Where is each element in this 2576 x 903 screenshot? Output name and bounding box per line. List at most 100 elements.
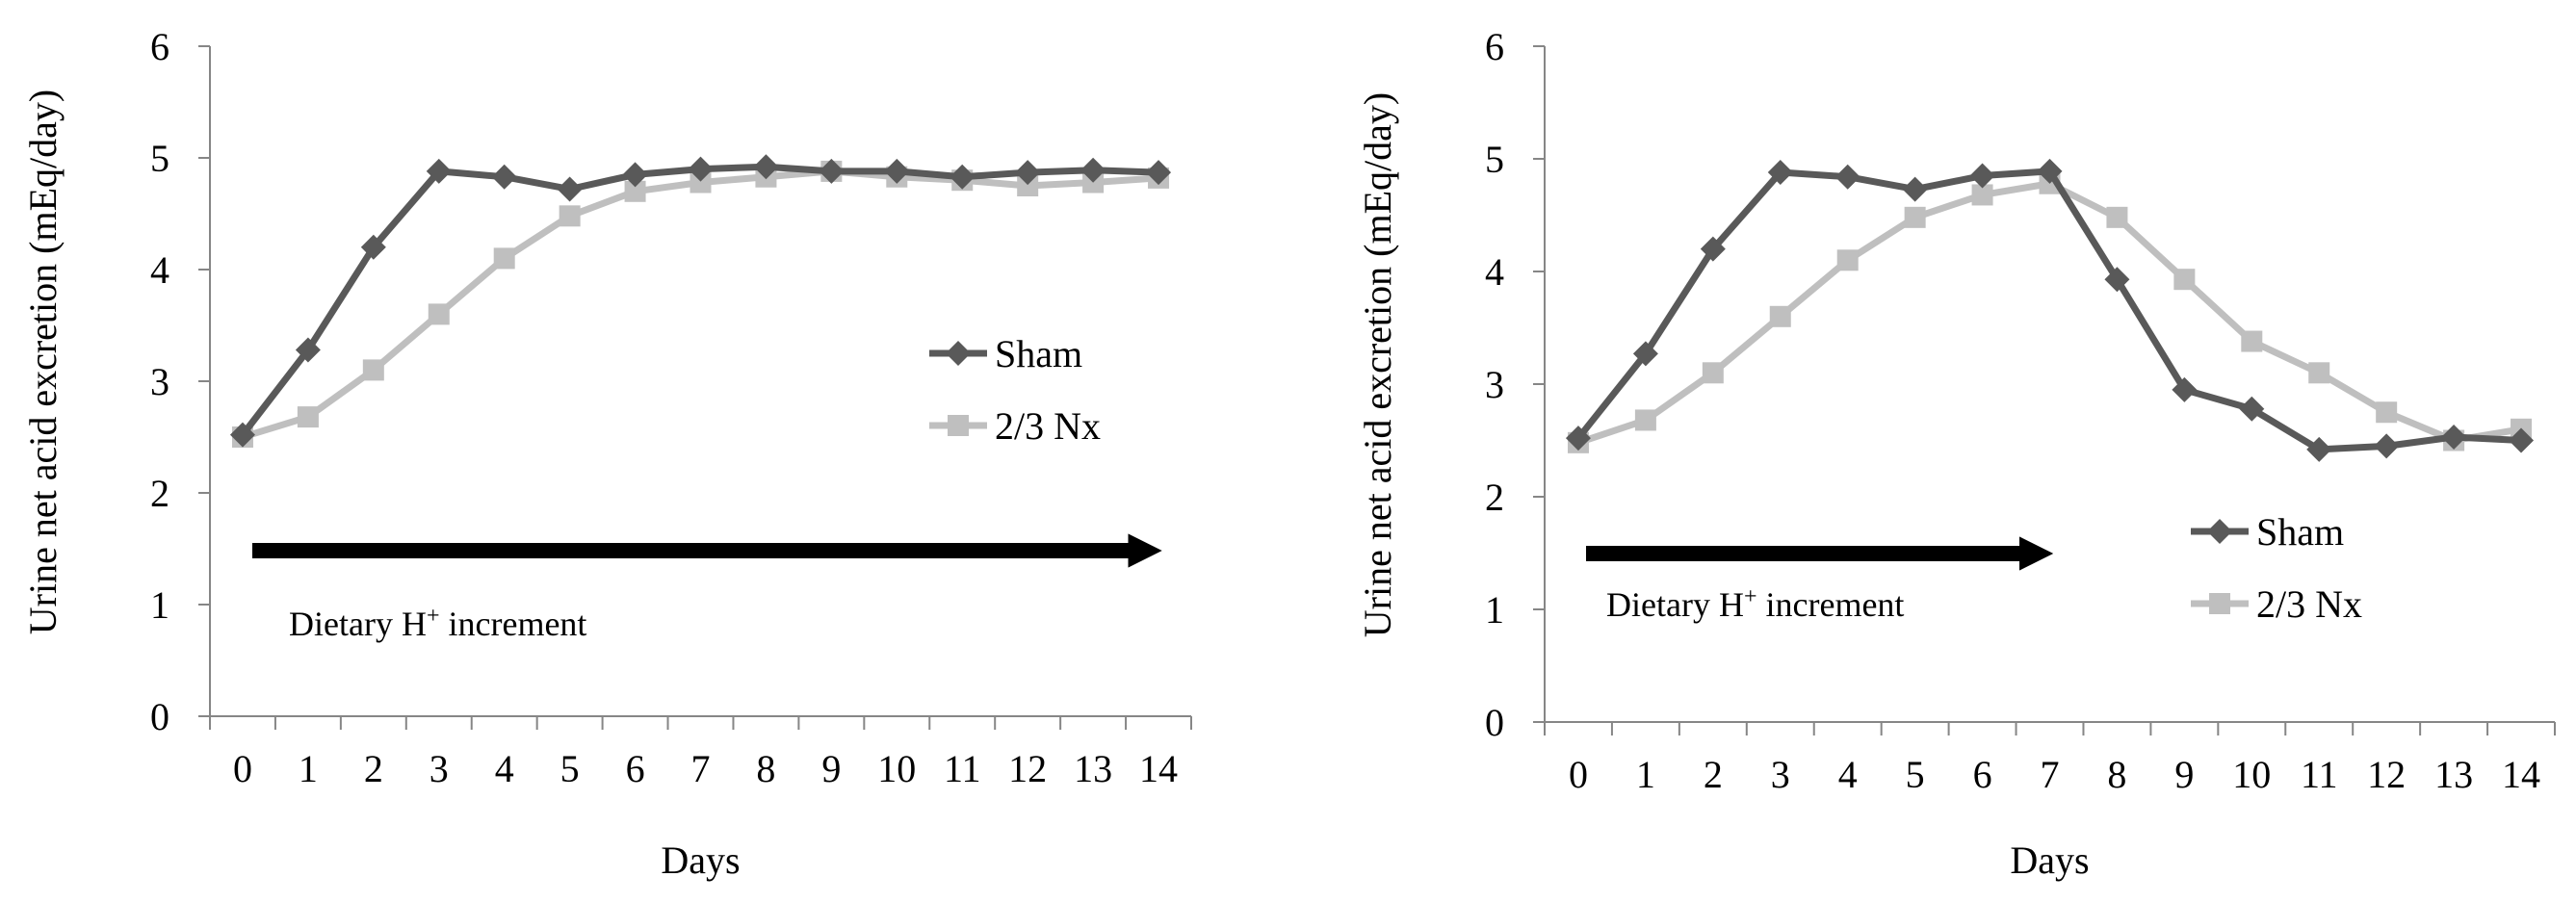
data-point-sham [1700,236,1726,262]
y-tick-label: 2 [150,472,169,515]
data-point-nx [1702,362,1724,384]
annotation-superscript: + [427,604,440,629]
data-point-nx [297,406,319,428]
data-point-sham [1902,176,1928,202]
x-tick-label: 5 [1906,753,1925,796]
x-tick-label: 2 [1704,753,1723,796]
x-tick-label: 13 [1074,747,1112,790]
legend-marker-nx [2209,593,2230,614]
x-tick-label: 14 [2502,753,2540,796]
x-tick-label: 12 [2367,753,2406,796]
legend-label: Sham [2256,510,2344,554]
data-point-sham [950,164,976,190]
x-tick-label: 3 [429,747,449,790]
data-point-sham [1015,160,1041,186]
x-tick-label: 12 [1008,747,1047,790]
y-tick-label: 5 [150,137,169,180]
y-tick-label: 3 [150,360,169,403]
data-point-sham [1632,341,1658,367]
x-tick-label: 0 [1569,753,1588,796]
x-tick-label: 8 [2107,753,2126,796]
y-tick-label: 4 [150,248,169,292]
x-tick-label: 0 [233,747,252,790]
annotation-text-main: Dietary H [1606,585,1744,624]
x-tick-label: 4 [495,747,514,790]
x-axis-title: Days [661,838,740,882]
annotation-text-tail: increment [1757,585,1905,624]
x-tick-label: 9 [2174,753,2194,796]
data-point-nx [2376,401,2398,424]
y-tick-label: 6 [150,25,169,68]
y-tick-label: 0 [1485,701,1504,744]
data-point-sham [557,176,583,202]
y-axis-title: Urine net acid excretion (mEq/day) [21,90,65,634]
data-point-nx [1769,305,1791,327]
x-tick-label: 5 [560,747,580,790]
data-point-nx [690,171,712,194]
data-point-sham [229,422,255,448]
data-point-sham [360,234,386,260]
data-point-nx [559,205,581,227]
x-tick-label: 1 [299,747,318,790]
data-point-sham [2306,436,2332,462]
data-point-nx [1971,184,1993,206]
y-tick-label: 1 [1485,588,1504,632]
data-point-nx [1634,409,1656,431]
series-line-nx [241,168,1159,441]
data-point-sham [2172,376,2198,402]
data-point-nx [493,247,515,270]
data-point-sham [884,158,910,184]
x-tick-label: 10 [2232,753,2271,796]
legend-label: 2/3 Nx [2256,582,2362,626]
legend-marker-sham [946,341,971,366]
data-point-sham [2509,427,2535,453]
data-point-nx [2308,362,2330,384]
data-point-nx [2106,206,2128,228]
annotation-superscript: + [1744,584,1757,609]
data-point-sham [1969,163,1995,189]
y-tick-label: 6 [1485,25,1504,68]
legend-label: Sham [995,332,1082,375]
data-point-nx [1017,175,1039,196]
x-tick-label: 7 [691,747,711,790]
x-tick-label: 14 [1139,747,1178,790]
x-tick-label: 6 [1973,753,1992,796]
y-axis-title: Urine net acid excretion (mEq/day) [1356,92,1399,637]
data-point-sham [753,154,779,180]
data-point-sham [1565,426,1591,452]
data-point-sham [688,156,714,182]
data-point-sham [622,162,648,188]
x-tick-label: 9 [821,747,841,790]
x-tick-label: 1 [1636,753,1655,796]
x-tick-label: 13 [2434,753,2473,796]
annotation-text: Dietary H+ increment [289,604,586,643]
legend-marker-nx [948,415,969,436]
annotation-text-main: Dietary H [289,605,427,643]
data-point-sham [1834,164,1860,190]
x-tick-label: 6 [626,747,645,790]
y-tick-label: 0 [150,695,169,738]
x-tick-label: 10 [877,747,916,790]
annotation-text-tail: increment [440,605,587,643]
data-point-nx [624,180,646,202]
data-point-nx [2173,269,2196,291]
data-point-sham [1146,160,1172,186]
y-tick-label: 3 [1485,363,1504,406]
data-point-nx [428,303,450,325]
data-point-sham [2037,158,2063,184]
data-point-nx [1836,249,1859,271]
series-line-sham [240,163,1159,437]
data-point-sham [2239,396,2265,422]
y-tick-label: 4 [1485,250,1504,294]
x-tick-label: 11 [2301,753,2338,796]
x-axis-title: Days [2010,838,2089,882]
data-point-sham [1767,160,1793,186]
legend-label: 2/3 Nx [995,404,1101,448]
data-point-sham [1080,157,1106,183]
x-tick-label: 11 [944,747,981,790]
x-tick-label: 8 [756,747,775,790]
x-tick-label: 7 [2041,753,2060,796]
